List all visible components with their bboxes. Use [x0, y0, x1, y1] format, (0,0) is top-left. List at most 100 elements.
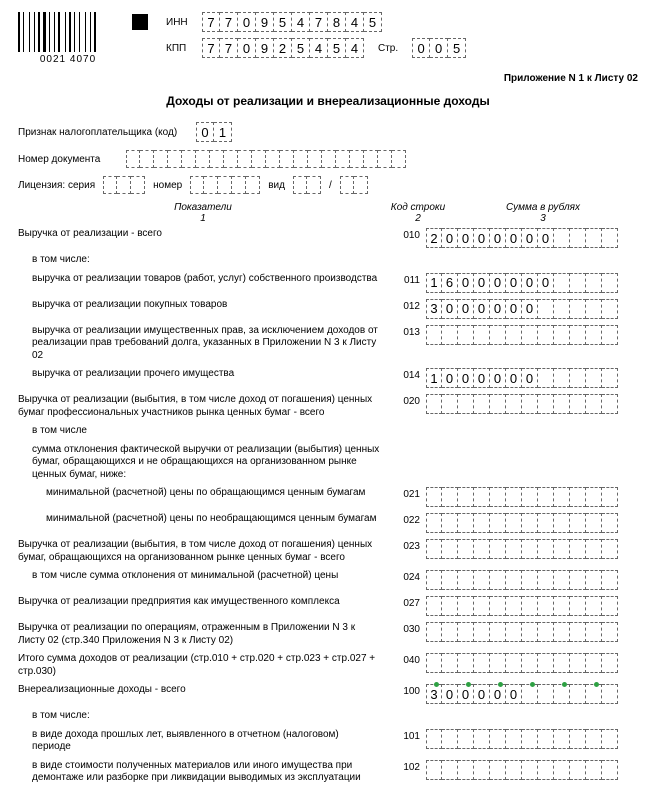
line-code: 102	[388, 760, 426, 773]
line-desc: в том числе:	[18, 710, 388, 723]
line-code: 023	[388, 539, 426, 552]
column-headers: Показатели1 Код строки2 Сумма в рублях3	[18, 202, 638, 224]
table-row: Выручка от реализации предприятия как им…	[18, 596, 638, 616]
marker-square	[132, 14, 148, 30]
line-code: 027	[388, 596, 426, 609]
line-desc: выручка от реализации покупных товаров	[18, 299, 388, 312]
line-amount	[426, 729, 638, 749]
line-desc: Выручка от реализации по операциям, отра…	[18, 622, 388, 647]
line-desc: минимальной (расчетной) цены по необраща…	[18, 513, 388, 526]
table-row: Внереализационные доходы - всего10030000…	[18, 684, 638, 704]
kpp-label: КПП	[166, 43, 194, 54]
inn-cells: 7709547845	[202, 12, 382, 32]
kpp-cells: 770925454	[202, 38, 364, 58]
line-code	[388, 254, 426, 256]
line-desc: минимальной (расчетной) цены по обращающ…	[18, 487, 388, 500]
docnum-label: Номер документа	[18, 154, 118, 165]
line-amount	[426, 513, 638, 533]
taxpayer-code-label: Признак налогоплательщика (код)	[18, 127, 188, 138]
line-code: 101	[388, 729, 426, 742]
table-row: минимальной (расчетной) цены по обращающ…	[18, 487, 638, 507]
line-code: 100	[388, 684, 426, 697]
line-code: 022	[388, 513, 426, 526]
line-amount	[426, 570, 638, 590]
line-code: 030	[388, 622, 426, 635]
line-code: 011	[388, 273, 426, 286]
line-desc: Выручка от реализации - всего	[18, 228, 388, 241]
line-amount: 16000000	[426, 273, 638, 293]
barcode: 0021 4070	[18, 12, 118, 65]
line-code	[388, 425, 426, 427]
license-series-label: Лицензия: серия	[18, 180, 95, 191]
line-amount: 300000	[426, 684, 638, 704]
line-code	[388, 710, 426, 712]
line-amount	[426, 539, 638, 559]
line-desc: в том числе:	[18, 254, 388, 267]
table-row: Выручка от реализации по операциям, отра…	[18, 622, 638, 647]
inn-label: ИНН	[166, 17, 194, 28]
line-amount	[426, 596, 638, 616]
table-row: в виде стоимости полученных материалов и…	[18, 760, 638, 785]
line-amount	[426, 325, 638, 345]
line-code: 021	[388, 487, 426, 500]
line-desc: в том числе сумма отклонения от минималь…	[18, 570, 388, 583]
table-row: выручка от реализации покупных товаров01…	[18, 299, 638, 319]
line-desc: в виде стоимости полученных материалов и…	[18, 760, 388, 785]
line-code: 040	[388, 653, 426, 666]
license-vid-label: вид	[268, 180, 285, 191]
table-row: Итого сумма доходов от реализации (стр.0…	[18, 653, 638, 678]
line-amount	[426, 487, 638, 507]
line-desc: в виде дохода прошлых лет, выявленного в…	[18, 729, 388, 754]
line-desc: выручка от реализации товаров (работ, ус…	[18, 273, 388, 286]
line-amount	[426, 394, 638, 414]
line-amount: 1000000	[426, 368, 638, 388]
license-num-label: номер	[153, 180, 182, 191]
license-vid1-cells	[293, 176, 321, 194]
table-row: в том числе:	[18, 710, 638, 723]
table-row: в том числе:	[18, 254, 638, 267]
barcode-label: 0021 4070	[18, 54, 118, 65]
docnum-cells	[126, 150, 406, 168]
page-label: Стр.	[378, 43, 398, 54]
license-vid2-cells	[340, 176, 368, 194]
line-amount	[426, 622, 638, 642]
slash: /	[329, 180, 332, 191]
table-row: выручка от реализации товаров (работ, ус…	[18, 273, 638, 293]
line-amount	[426, 653, 638, 673]
line-code: 013	[388, 325, 426, 338]
line-amount: 20000000	[426, 228, 638, 248]
table-row: Выручка от реализации (выбытия, в том чи…	[18, 539, 638, 564]
line-code	[388, 444, 426, 446]
taxpayer-code-cells: 01	[196, 122, 232, 142]
table-row: в том числе	[18, 425, 638, 438]
line-code: 014	[388, 368, 426, 381]
lines-table: Выручка от реализации - всего01020000000…	[18, 228, 638, 785]
table-row: выручка от реализации имущественных прав…	[18, 325, 638, 363]
line-desc: Выручка от реализации (выбытия, в том чи…	[18, 394, 388, 419]
table-row: в том числе сумма отклонения от минималь…	[18, 570, 638, 590]
table-row: в виде дохода прошлых лет, выявленного в…	[18, 729, 638, 754]
line-code: 012	[388, 299, 426, 312]
annex-title: Приложение N 1 к Листу 02	[18, 73, 638, 84]
line-amount	[426, 760, 638, 780]
line-desc: в том числе	[18, 425, 388, 438]
page-title: Доходы от реализации и внереализационные…	[18, 94, 638, 108]
table-row: минимальной (расчетной) цены по необраща…	[18, 513, 638, 533]
line-amount: 3000000	[426, 299, 638, 319]
table-row: Выручка от реализации (выбытия, в том чи…	[18, 394, 638, 419]
license-series-cells	[103, 176, 145, 194]
line-desc: Внереализационные доходы - всего	[18, 684, 388, 697]
line-code: 024	[388, 570, 426, 583]
line-desc: Выручка от реализации (выбытия, в том чи…	[18, 539, 388, 564]
license-num-cells	[190, 176, 260, 194]
page-cells: 005	[412, 38, 466, 58]
line-desc: сумма отклонения фактической выручки от …	[18, 444, 388, 482]
line-desc: выручка от реализации имущественных прав…	[18, 325, 388, 363]
table-row: Выручка от реализации - всего01020000000	[18, 228, 638, 248]
table-row: сумма отклонения фактической выручки от …	[18, 444, 638, 482]
line-code: 020	[388, 394, 426, 407]
line-desc: Выручка от реализации предприятия как им…	[18, 596, 388, 609]
line-desc: Итого сумма доходов от реализации (стр.0…	[18, 653, 388, 678]
table-row: выручка от реализации прочего имущества0…	[18, 368, 638, 388]
line-desc: выручка от реализации прочего имущества	[18, 368, 388, 381]
